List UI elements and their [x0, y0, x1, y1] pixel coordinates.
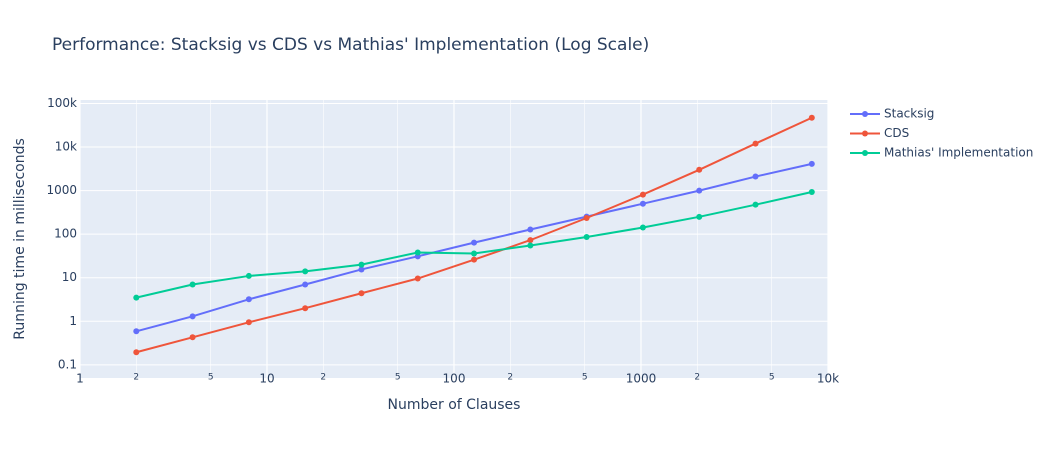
data-point [471, 256, 478, 263]
x-tick-label: 10k [817, 372, 839, 386]
data-point [302, 281, 309, 288]
data-point [527, 226, 534, 233]
y-tick-label: 10k [55, 140, 77, 154]
data-point [639, 200, 646, 207]
legend-label: CDS [884, 126, 909, 140]
data-point [358, 266, 365, 273]
data-point [189, 281, 196, 288]
data-point [696, 187, 703, 194]
data-point [808, 114, 815, 121]
y-tick-label: 0.1 [58, 357, 77, 371]
data-point [752, 201, 759, 208]
x-axis-title: Number of Clauses [388, 397, 521, 413]
x-tick-label: 1000 [626, 372, 657, 386]
data-point [358, 261, 365, 268]
data-point [583, 214, 590, 221]
data-point [639, 224, 646, 231]
data-point [245, 272, 252, 279]
x-tick-label: 1 [76, 372, 84, 386]
y-tick-label: 100k [47, 96, 77, 110]
data-point [696, 166, 703, 173]
legend-marker [862, 150, 868, 156]
x-tick-label: 2 [133, 373, 139, 383]
x-tick-label: 2 [507, 373, 513, 383]
data-point [245, 296, 252, 303]
legend-label: Mathias' Implementation [884, 146, 1033, 160]
x-tick-label: 5 [395, 373, 401, 383]
data-point [133, 294, 140, 301]
data-point [471, 250, 478, 257]
y-tick-label: 100 [54, 227, 77, 241]
x-tick-label: 5 [769, 373, 775, 383]
data-point [808, 188, 815, 195]
y-axis-title: Running time in milliseconds [12, 138, 28, 340]
data-point [639, 191, 646, 198]
data-point [752, 173, 759, 180]
x-tick-label: 5 [208, 373, 214, 383]
data-point [133, 349, 140, 356]
data-point [302, 268, 309, 275]
data-point [696, 213, 703, 220]
y-tick-label: 10 [62, 270, 77, 284]
y-tick-label: 1 [69, 314, 77, 328]
y-tick-label: 1000 [46, 183, 77, 197]
data-point [414, 249, 421, 256]
data-point [302, 305, 309, 312]
legend-marker [862, 130, 868, 137]
chart-title: Performance: Stacksig vs CDS vs Mathias'… [52, 35, 649, 55]
data-point [471, 239, 478, 246]
data-point [527, 237, 534, 244]
data-point [752, 140, 759, 147]
data-point [358, 290, 365, 297]
x-tick-label: 10 [259, 372, 274, 386]
data-point [189, 334, 196, 341]
x-tick-label: 2 [694, 373, 700, 383]
x-tick-label: 2 [320, 373, 326, 383]
data-point [245, 319, 252, 326]
data-point [527, 242, 534, 249]
legend-label: Stacksig [884, 107, 934, 121]
x-tick-label: 5 [582, 373, 588, 383]
legend-marker [862, 111, 868, 117]
data-point [583, 234, 590, 241]
data-point [414, 275, 421, 282]
data-point [189, 313, 196, 320]
data-point [133, 328, 140, 335]
x-tick-label: 100 [443, 372, 466, 386]
data-point [808, 160, 815, 167]
